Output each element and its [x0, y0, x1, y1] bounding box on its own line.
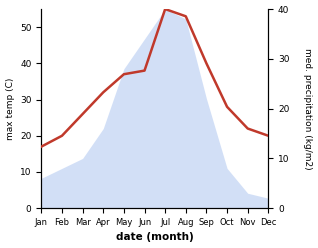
X-axis label: date (month): date (month) — [116, 232, 194, 243]
Y-axis label: med. precipitation (kg/m2): med. precipitation (kg/m2) — [303, 48, 313, 169]
Y-axis label: max temp (C): max temp (C) — [5, 77, 15, 140]
